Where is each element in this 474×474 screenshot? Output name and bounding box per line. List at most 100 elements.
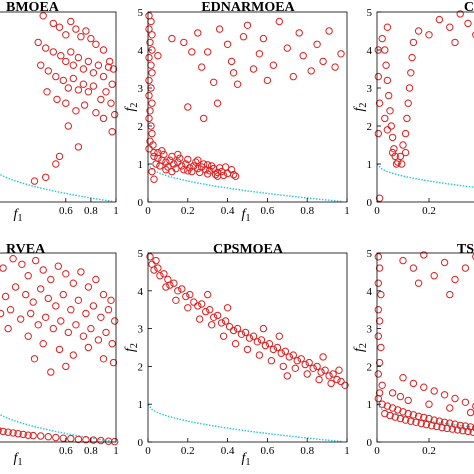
data-point-6-73 bbox=[461, 398, 470, 406]
y-tick-label-2-4: 4 bbox=[138, 45, 144, 57]
data-point-1-8 bbox=[82, 27, 90, 35]
data-point-5-37 bbox=[281, 347, 289, 355]
data-point-1-37 bbox=[84, 88, 93, 96]
data-point-5-12 bbox=[182, 292, 190, 301]
data-point-2-71 bbox=[221, 163, 230, 171]
data-point-1-15 bbox=[42, 44, 50, 52]
y-tick-label-5-3: 3 bbox=[138, 324, 144, 336]
data-point-2-52 bbox=[192, 158, 200, 166]
data-point-4-47 bbox=[108, 340, 116, 348]
data-point-6-57 bbox=[464, 427, 472, 436]
data-point-6-97 bbox=[414, 279, 423, 287]
data-point-2-81 bbox=[223, 40, 232, 48]
data-point-5-73 bbox=[283, 372, 291, 380]
data-point-1-19 bbox=[67, 48, 75, 56]
data-point-6-43 bbox=[391, 413, 399, 421]
y-tick-label-6-4: 4 bbox=[367, 286, 373, 298]
data-point-5-53 bbox=[152, 256, 160, 265]
data-point-5-39 bbox=[289, 351, 297, 359]
data-point-5-62 bbox=[255, 351, 264, 359]
data-point-2-28 bbox=[174, 158, 182, 166]
data-point-2-107 bbox=[150, 175, 158, 183]
data-point-1-55 bbox=[42, 173, 50, 182]
y-tick-label-2-0: 0 bbox=[138, 197, 144, 209]
x-tick-label-3-1: 0.2 bbox=[422, 205, 436, 217]
data-point-4-74 bbox=[59, 434, 67, 442]
data-point-1-52 bbox=[74, 143, 83, 151]
data-point-5-26 bbox=[237, 330, 246, 338]
data-point-4-35 bbox=[17, 315, 25, 323]
data-point-2-75 bbox=[188, 48, 196, 56]
data-point-1-17 bbox=[57, 52, 65, 60]
data-point-2-41 bbox=[229, 170, 238, 179]
data-point-3-9 bbox=[390, 145, 398, 153]
data-point-4-78 bbox=[89, 436, 98, 444]
data-point-5-19 bbox=[210, 313, 218, 321]
data-point-4-67 bbox=[14, 430, 22, 438]
data-point-5-23 bbox=[225, 323, 234, 331]
data-point-3-15 bbox=[403, 114, 411, 123]
data-point-6-4 bbox=[377, 290, 385, 299]
data-point-2-53 bbox=[196, 168, 204, 177]
data-point-2-21 bbox=[150, 148, 158, 157]
x-tick-label-1-2: 1 bbox=[113, 205, 119, 217]
data-point-4-76 bbox=[74, 435, 83, 444]
data-point-3-20 bbox=[409, 38, 418, 47]
data-point-4-75 bbox=[67, 434, 75, 443]
data-point-1-28 bbox=[108, 80, 116, 88]
data-point-5-54 bbox=[162, 283, 170, 291]
data-point-5-64 bbox=[279, 362, 287, 371]
data-point-5-75 bbox=[335, 366, 343, 374]
data-point-2-70 bbox=[213, 172, 222, 180]
data-point-6-32 bbox=[472, 424, 474, 432]
data-point-5-34 bbox=[269, 345, 278, 354]
data-point-5-41 bbox=[297, 355, 305, 363]
data-point-2-98 bbox=[319, 57, 327, 66]
data-point-4-5 bbox=[24, 272, 32, 280]
y-axis-label-6: f2 bbox=[352, 343, 369, 352]
data-point-2-82 bbox=[227, 57, 236, 66]
data-point-5-40 bbox=[293, 357, 301, 365]
panel-title-2: EDNARMOEA bbox=[201, 0, 295, 15]
data-point-5-48 bbox=[325, 372, 333, 380]
x-tick-label-6-1: 0.2 bbox=[422, 445, 436, 457]
data-point-4-41 bbox=[64, 328, 73, 337]
data-point-4-44 bbox=[87, 324, 95, 333]
data-point-1-5 bbox=[67, 17, 75, 26]
data-point-3-27 bbox=[414, 27, 423, 35]
data-point-6-48 bbox=[417, 419, 425, 428]
x-tick-label-5-2: 0.4 bbox=[221, 445, 235, 457]
data-point-5-28 bbox=[245, 334, 254, 342]
data-point-4-51 bbox=[55, 345, 64, 354]
data-point-3-29 bbox=[435, 15, 444, 24]
data-point-6-55 bbox=[453, 426, 462, 434]
data-point-5-49 bbox=[329, 370, 337, 378]
data-point-5-50 bbox=[333, 375, 341, 384]
data-point-5-9 bbox=[170, 279, 178, 287]
data-point-6-46 bbox=[407, 417, 415, 425]
data-point-2-51 bbox=[188, 167, 196, 176]
plot-frame-5 bbox=[147, 252, 348, 443]
data-point-6-1 bbox=[374, 253, 382, 261]
data-point-1-21 bbox=[74, 53, 83, 62]
data-point-1-35 bbox=[74, 86, 83, 94]
data-point-2-62 bbox=[154, 148, 162, 157]
data-point-4-66 bbox=[9, 429, 17, 437]
data-point-6-58 bbox=[469, 428, 474, 436]
data-point-3-63 bbox=[375, 99, 384, 107]
data-point-6-91 bbox=[451, 275, 459, 284]
data-point-1-56 bbox=[30, 177, 39, 185]
data-point-4-72 bbox=[44, 433, 52, 441]
data-point-2-29 bbox=[178, 162, 186, 170]
data-point-4-21 bbox=[29, 298, 37, 306]
data-point-6-9 bbox=[375, 358, 384, 367]
data-point-3-65 bbox=[375, 194, 384, 202]
data-point-2-85 bbox=[243, 21, 252, 29]
data-point-2-95 bbox=[299, 52, 307, 60]
data-point-2-56 bbox=[208, 162, 216, 170]
data-point-3-28 bbox=[425, 31, 433, 39]
data-point-2-102 bbox=[184, 103, 192, 111]
data-point-2-43 bbox=[156, 162, 164, 170]
data-point-6-45 bbox=[401, 416, 410, 424]
data-point-2-77 bbox=[198, 63, 206, 71]
